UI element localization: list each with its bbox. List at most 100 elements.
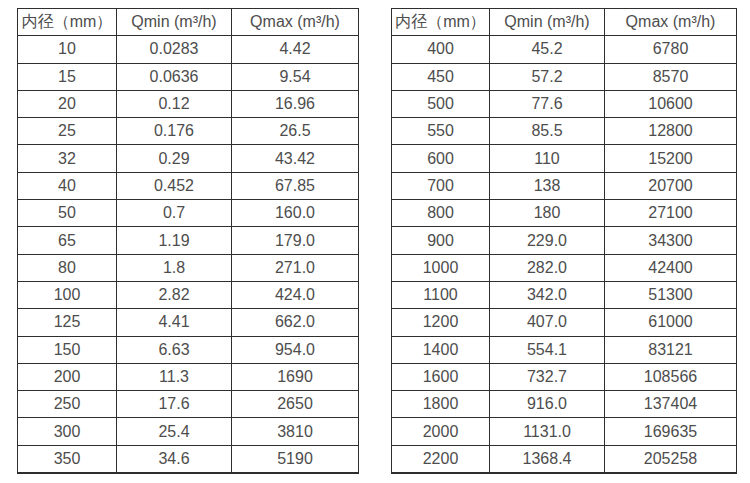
table-cell: 0.176 bbox=[117, 118, 232, 145]
table-row: 40045.26780 bbox=[392, 36, 737, 63]
table-cell: 77.6 bbox=[490, 90, 605, 117]
table-row: 900229.034300 bbox=[392, 227, 737, 254]
table-cell: 4.42 bbox=[232, 36, 359, 63]
table-cell: 1.8 bbox=[117, 254, 232, 281]
table-row: 50077.610600 bbox=[392, 90, 737, 117]
table-cell: 45.2 bbox=[490, 36, 605, 63]
table-cell: 1400 bbox=[392, 336, 490, 363]
table-cell: 179.0 bbox=[232, 227, 359, 254]
table-cell: 2650 bbox=[232, 391, 359, 418]
header-diameter: 内径（mm） bbox=[18, 9, 117, 36]
table-row: 55085.512800 bbox=[392, 118, 737, 145]
table-cell: 900 bbox=[392, 227, 490, 254]
table-row: 100.02834.42 bbox=[18, 36, 359, 63]
table-cell: 25.4 bbox=[117, 418, 232, 445]
table-cell: 11.3 bbox=[117, 363, 232, 390]
table-row: 22001368.4205258 bbox=[392, 445, 737, 473]
table-row: 1600732.7108566 bbox=[392, 363, 737, 390]
table-cell: 61000 bbox=[605, 309, 737, 336]
table-cell: 100 bbox=[18, 281, 117, 308]
table-cell: 42400 bbox=[605, 254, 737, 281]
table-cell: 57.2 bbox=[490, 63, 605, 90]
table-cell: 20 bbox=[18, 90, 117, 117]
table-cell: 26.5 bbox=[232, 118, 359, 145]
table-cell: 6.63 bbox=[117, 336, 232, 363]
header-qmax: Qmax (m³/h) bbox=[232, 9, 359, 36]
table-cell: 169635 bbox=[605, 418, 737, 445]
table-cell: 229.0 bbox=[490, 227, 605, 254]
table-cell: 424.0 bbox=[232, 281, 359, 308]
table-row: 30025.43810 bbox=[18, 418, 359, 445]
table-cell: 300 bbox=[18, 418, 117, 445]
table-row: 20011.31690 bbox=[18, 363, 359, 390]
table-cell: 342.0 bbox=[490, 281, 605, 308]
table-cell: 137404 bbox=[605, 391, 737, 418]
table-cell: 43.42 bbox=[232, 145, 359, 172]
table-cell: 282.0 bbox=[490, 254, 605, 281]
header-qmax: Qmax (m³/h) bbox=[605, 9, 737, 36]
table-cell: 700 bbox=[392, 172, 490, 199]
table-cell: 17.6 bbox=[117, 391, 232, 418]
table-cell: 350 bbox=[18, 445, 117, 473]
table-cell: 34300 bbox=[605, 227, 737, 254]
table-cell: 1100 bbox=[392, 281, 490, 308]
table-cell: 12800 bbox=[605, 118, 737, 145]
table-cell: 15 bbox=[18, 63, 117, 90]
table-cell: 600 bbox=[392, 145, 490, 172]
table-cell: 108566 bbox=[605, 363, 737, 390]
table-row: 500.7160.0 bbox=[18, 200, 359, 227]
header-qmin: Qmin (m³/h) bbox=[117, 9, 232, 36]
table-row: 70013820700 bbox=[392, 172, 737, 199]
table-cell: 550 bbox=[392, 118, 490, 145]
table-cell: 0.12 bbox=[117, 90, 232, 117]
header-qmin: Qmin (m³/h) bbox=[490, 9, 605, 36]
table-cell: 500 bbox=[392, 90, 490, 117]
table-cell: 51300 bbox=[605, 281, 737, 308]
header-diameter: 内径（mm） bbox=[392, 9, 490, 36]
table-cell: 34.6 bbox=[117, 445, 232, 473]
flow-table-small-diameters: 内径（mm） Qmin (m³/h) Qmax (m³/h) 100.02834… bbox=[17, 8, 359, 474]
table-cell: 8570 bbox=[605, 63, 737, 90]
table-row: 801.8271.0 bbox=[18, 254, 359, 281]
page: 内径（mm） Qmin (m³/h) Qmax (m³/h) 100.02834… bbox=[0, 0, 750, 483]
table-row: 1506.63954.0 bbox=[18, 336, 359, 363]
table-cell: 954.0 bbox=[232, 336, 359, 363]
table-cell: 32 bbox=[18, 145, 117, 172]
table-row: 1000282.042400 bbox=[392, 254, 737, 281]
table-cell: 125 bbox=[18, 309, 117, 336]
table-row: 1254.41662.0 bbox=[18, 309, 359, 336]
table-cell: 1800 bbox=[392, 391, 490, 418]
table-cell: 15200 bbox=[605, 145, 737, 172]
table-cell: 271.0 bbox=[232, 254, 359, 281]
table-cell: 2.82 bbox=[117, 281, 232, 308]
table-cell: 10600 bbox=[605, 90, 737, 117]
table-cell: 83121 bbox=[605, 336, 737, 363]
table-cell: 0.0636 bbox=[117, 63, 232, 90]
table-cell: 150 bbox=[18, 336, 117, 363]
flow-tables-container: 内径（mm） Qmin (m³/h) Qmax (m³/h) 100.02834… bbox=[17, 8, 737, 474]
table-cell: 40 bbox=[18, 172, 117, 199]
table-cell: 85.5 bbox=[490, 118, 605, 145]
table-cell: 9.54 bbox=[232, 63, 359, 90]
table-cell: 20700 bbox=[605, 172, 737, 199]
table-cell: 1131.0 bbox=[490, 418, 605, 445]
table-cell: 5190 bbox=[232, 445, 359, 473]
table-cell: 732.7 bbox=[490, 363, 605, 390]
header-row: 内径（mm） Qmin (m³/h) Qmax (m³/h) bbox=[18, 9, 359, 36]
table-cell: 800 bbox=[392, 200, 490, 227]
table-cell: 1000 bbox=[392, 254, 490, 281]
table-cell: 450 bbox=[392, 63, 490, 90]
table-row: 400.45267.85 bbox=[18, 172, 359, 199]
table-cell: 554.1 bbox=[490, 336, 605, 363]
table-cell: 205258 bbox=[605, 445, 737, 473]
table-cell: 200 bbox=[18, 363, 117, 390]
table-cell: 4.41 bbox=[117, 309, 232, 336]
table-cell: 6780 bbox=[605, 36, 737, 63]
flow-table-large-diameters: 内径（mm） Qmin (m³/h) Qmax (m³/h) 40045.267… bbox=[391, 8, 737, 474]
table-cell: 160.0 bbox=[232, 200, 359, 227]
table-row: 20001131.0169635 bbox=[392, 418, 737, 445]
table-cell: 1.19 bbox=[117, 227, 232, 254]
table-row: 1400554.183121 bbox=[392, 336, 737, 363]
table-row: 150.06369.54 bbox=[18, 63, 359, 90]
table-cell: 916.0 bbox=[490, 391, 605, 418]
